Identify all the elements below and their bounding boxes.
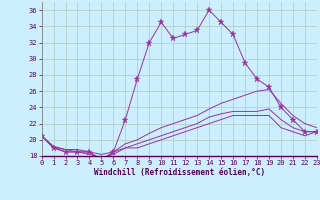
X-axis label: Windchill (Refroidissement éolien,°C): Windchill (Refroidissement éolien,°C) bbox=[94, 168, 265, 177]
